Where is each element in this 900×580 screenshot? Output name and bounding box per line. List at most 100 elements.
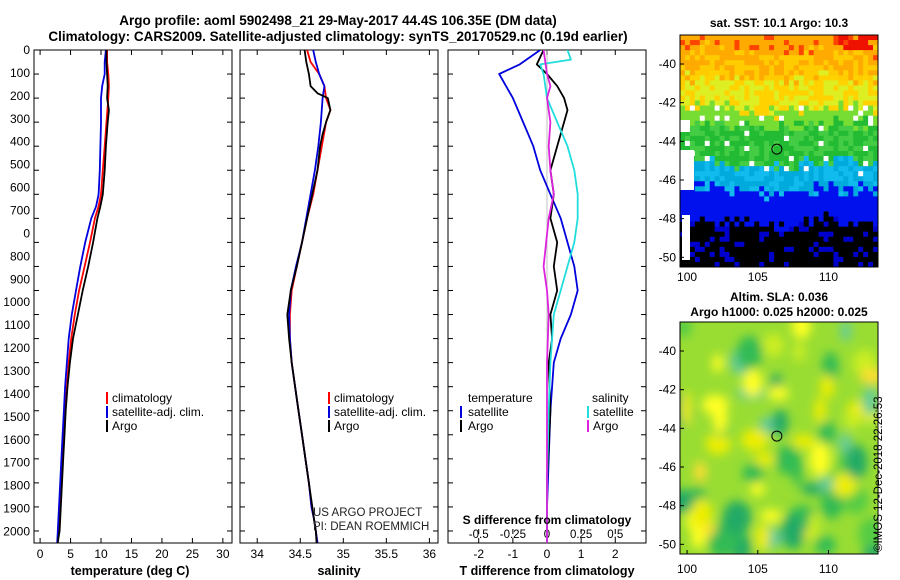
sst-cell: [699, 40, 706, 46]
sst-cell: [843, 191, 849, 197]
sst-cell: [764, 176, 770, 182]
sst-cell: [704, 125, 711, 132]
sst-cell: [744, 50, 750, 56]
sst-cell: [843, 186, 849, 192]
sst-cell: [699, 115, 706, 122]
y-tick-label: 2000: [3, 525, 30, 539]
sst-cell: [788, 105, 795, 112]
sst-cell: [709, 35, 716, 41]
sst-cell: [689, 95, 696, 101]
sst-cell: [774, 181, 780, 187]
sst-cell: [793, 171, 800, 177]
sst-cell: [699, 80, 706, 86]
temperature-panel: 0100200300400500600700080090010001100120…: [3, 43, 233, 578]
sst-cell: [764, 166, 770, 172]
sst-cell: [754, 221, 760, 228]
sst-cell: [833, 35, 839, 41]
sst-cell: [689, 261, 696, 267]
sst-cell: [858, 161, 864, 167]
sst-cell: [838, 50, 844, 56]
sst-cell: [759, 201, 765, 207]
sst-cell: [764, 231, 770, 238]
sst-cell: [868, 120, 874, 127]
sst-cell: [744, 90, 750, 96]
sst-cell: [808, 236, 815, 243]
sst-cell: [714, 80, 720, 86]
sst-cell: [838, 201, 844, 207]
sst-cell: [754, 256, 760, 263]
sst-cell: [858, 196, 864, 202]
sst-cell: [754, 156, 760, 162]
sst-cell: [749, 216, 755, 223]
sst-cell: [823, 70, 829, 76]
sst-cell: [783, 70, 790, 76]
sst-cell: [734, 110, 740, 117]
sst-cell: [764, 130, 770, 137]
sst-cell: [694, 211, 701, 217]
sst-cell: [729, 120, 735, 127]
sst-cell: [680, 145, 686, 152]
sst-cell: [803, 95, 810, 101]
sst-cell: [868, 256, 874, 263]
sst-cell: [719, 145, 725, 152]
sst-cell: [818, 201, 824, 207]
sst-cell: [848, 140, 854, 147]
sst-cell: [744, 130, 750, 137]
sst-cell: [769, 206, 775, 212]
sst-cell: [749, 100, 755, 107]
sst-cell: [749, 161, 755, 167]
sst-cell: [709, 120, 716, 127]
sst-cell: [719, 201, 725, 207]
sst-cell: [828, 191, 834, 197]
difference-ticks: -2 -1 0 1 2-0.5 -0.25 0 0.25 0.5: [448, 49, 646, 561]
sst-cell: [828, 100, 834, 107]
sst-cell: [788, 186, 795, 192]
sla-blob: [691, 498, 712, 528]
sst-cell: [680, 105, 686, 112]
sst-cell: [704, 130, 711, 137]
sst-cell: [680, 201, 686, 207]
sst-cell: [714, 161, 720, 167]
sst-map-panel: sat. SST: 10.1 Argo: 10.3 -40-42-44-46-4…: [659, 16, 879, 284]
sst-cell: [863, 130, 869, 137]
x-tick-label: 0: [37, 547, 44, 561]
sst-cell: [818, 226, 824, 233]
sst-cell: [724, 246, 730, 253]
sst-cell: [724, 75, 730, 81]
sst-cell: [808, 70, 815, 76]
sst-cell: [734, 191, 740, 197]
sst-cell: [754, 171, 760, 177]
sst-cell: [873, 231, 878, 238]
temperature-xlabel: temperature (deg C): [71, 564, 190, 578]
sst-cell: [828, 80, 834, 86]
sst-cell: [798, 85, 805, 91]
sst-cell: [684, 206, 691, 212]
sst-cell: [774, 130, 780, 137]
sst-cell: [689, 80, 696, 86]
sst-cell: [694, 90, 701, 96]
sst-cell: [848, 216, 854, 223]
sst-cell: [749, 85, 755, 91]
sst-cell: [769, 161, 775, 167]
sst-cell: [833, 236, 839, 243]
sst-cell: [848, 151, 854, 157]
sst-cell: [833, 261, 839, 267]
sst-cell: [788, 241, 795, 248]
sst-cell: [793, 130, 800, 137]
sst-cell: [818, 251, 824, 258]
sst-cell: [783, 251, 790, 258]
sst-cell: [808, 151, 815, 157]
sst-cell: [744, 176, 750, 182]
sst-cell: [823, 151, 829, 157]
sst-cell: [823, 135, 829, 142]
sst-cell: [833, 40, 839, 46]
sst-cell: [798, 161, 805, 167]
sst-cell: [729, 65, 735, 71]
sst-cell: [714, 196, 720, 202]
sst-cell: [779, 65, 785, 71]
sst-cell: [724, 206, 730, 212]
sst-cell: [764, 151, 770, 157]
sst-cell: [803, 50, 810, 56]
sst-cell: [769, 100, 775, 107]
sst-cell: [823, 140, 829, 147]
